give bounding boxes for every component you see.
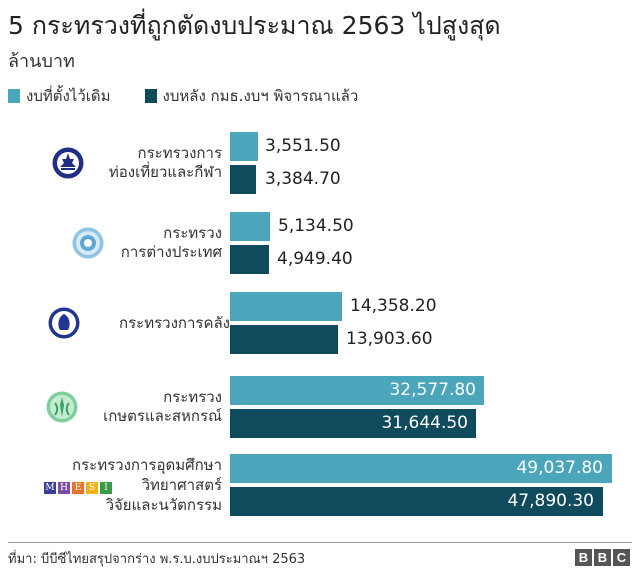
mhesi-logo-letter: S (86, 482, 98, 494)
category-label: กระทรวง การต่างประเทศ (121, 212, 222, 274)
bbc-logo: B B C (573, 549, 630, 566)
value-original: 3,551.50 (265, 136, 341, 156)
chart-subtitle: ล้านบาท (8, 51, 75, 72)
bar-group-agriculture: กระทรวง เกษตรและสหกรณ์ 32,577.80 31,644.… (0, 376, 640, 438)
value-original: 32,577.80 (389, 380, 476, 400)
legend-label-revised: งบหลัง กมธ.งบฯ พิจารณาแล้ว (162, 87, 359, 105)
label-line: วิจัยและนวัตกรรม (105, 496, 222, 514)
label-line: วิทยาศาสตร์ (141, 476, 222, 494)
label-line: ท่องเที่ยวและกีฬา (108, 163, 222, 181)
mhesi-logo-letter: H (58, 482, 70, 494)
bar-revised (230, 165, 256, 194)
bar-original (230, 376, 484, 405)
label-line: กระทรวงการคลัง (119, 313, 230, 332)
legend-label-original: งบที่ตั้งไว้เดิม (26, 87, 111, 105)
bbc-logo-letter: C (613, 549, 630, 566)
bar-revised (230, 487, 603, 516)
value-original: 5,134.50 (278, 216, 354, 236)
foreign-affairs-ministry-logo-icon (72, 227, 104, 259)
category-label: กระทรวงการ ท่องเที่ยวและกีฬา (109, 132, 222, 194)
category-label: กระทรวงการอุดมศึกษา วิทยาศาสตร์ วิจัยและ… (72, 454, 222, 516)
bar-revised (230, 325, 338, 354)
value-revised: 4,949.40 (277, 249, 353, 269)
bar-revised (230, 245, 269, 274)
mhesi-logo-letter: M (44, 482, 56, 494)
bar-group-tourism: กระทรวงการ ท่องเที่ยวและกีฬา 3,551.50 3,… (0, 132, 640, 194)
bar-original (230, 292, 342, 321)
label-line: กระทรวงการ (137, 144, 222, 162)
mhesi-logo-letter: E (72, 482, 84, 494)
value-revised: 47,890.30 (507, 491, 594, 511)
bar-group-finance: กระทรวงการคลัง 14,358.20 13,903.60 (0, 292, 640, 354)
agriculture-ministry-logo-icon (46, 391, 78, 423)
value-revised: 3,384.70 (265, 169, 341, 189)
legend: งบที่ตั้งไว้เดิม งบหลัง กมธ.งบฯ พิจารณาแ… (8, 84, 392, 108)
label-line: กระทรวง (163, 224, 222, 242)
bar-original (230, 132, 258, 161)
value-revised: 13,903.60 (346, 329, 433, 349)
label-line: การต่างประเทศ (120, 243, 222, 261)
bbc-logo-letter: B (594, 549, 611, 566)
category-label: กระทรวง เกษตรและสหกรณ์ (103, 376, 222, 438)
legend-item-revised: งบหลัง กมธ.งบฯ พิจารณาแล้ว (144, 84, 359, 108)
mhesi-logo: M H E S I (44, 482, 114, 494)
finance-ministry-logo-icon (48, 307, 80, 339)
label-line: เกษตรและสหกรณ์ (103, 407, 222, 425)
legend-swatch-revised (144, 89, 157, 103)
tourism-sports-ministry-logo-icon (52, 147, 84, 179)
legend-swatch-original (8, 89, 20, 103)
bbc-logo-letter: B (575, 549, 592, 566)
label-line: กระทรวง (163, 388, 222, 406)
bar-group-mhesi: M H E S I กระทรวงการอุดมศึกษา วิทยาศาสตร… (0, 454, 640, 516)
value-original: 14,358.20 (350, 296, 437, 316)
mhesi-logo-letter: I (100, 482, 112, 494)
category-label: กระทรวงการคลัง (119, 292, 230, 354)
value-original: 49,037.80 (516, 458, 603, 478)
legend-item-original: งบที่ตั้งไว้เดิม (8, 84, 111, 108)
source-note: ที่มา: บีบีซีไทยสรุปจากร่าง พ.ร.บ.งบประม… (8, 552, 306, 567)
bar-group-foreign-affairs: กระทรวง การต่างประเทศ 5,134.50 4,949.40 (0, 212, 640, 274)
chart-title: 5 กระทรวงที่ถูกตัดงบประมาณ 2563 ไปสูงสุด (8, 11, 501, 40)
value-revised: 31,644.50 (381, 413, 468, 433)
bar-original (230, 454, 612, 483)
bar-original (230, 212, 270, 241)
footer-divider (8, 542, 632, 543)
bar-revised (230, 409, 476, 438)
label-line: กระทรวงการอุดมศึกษา (72, 456, 222, 474)
